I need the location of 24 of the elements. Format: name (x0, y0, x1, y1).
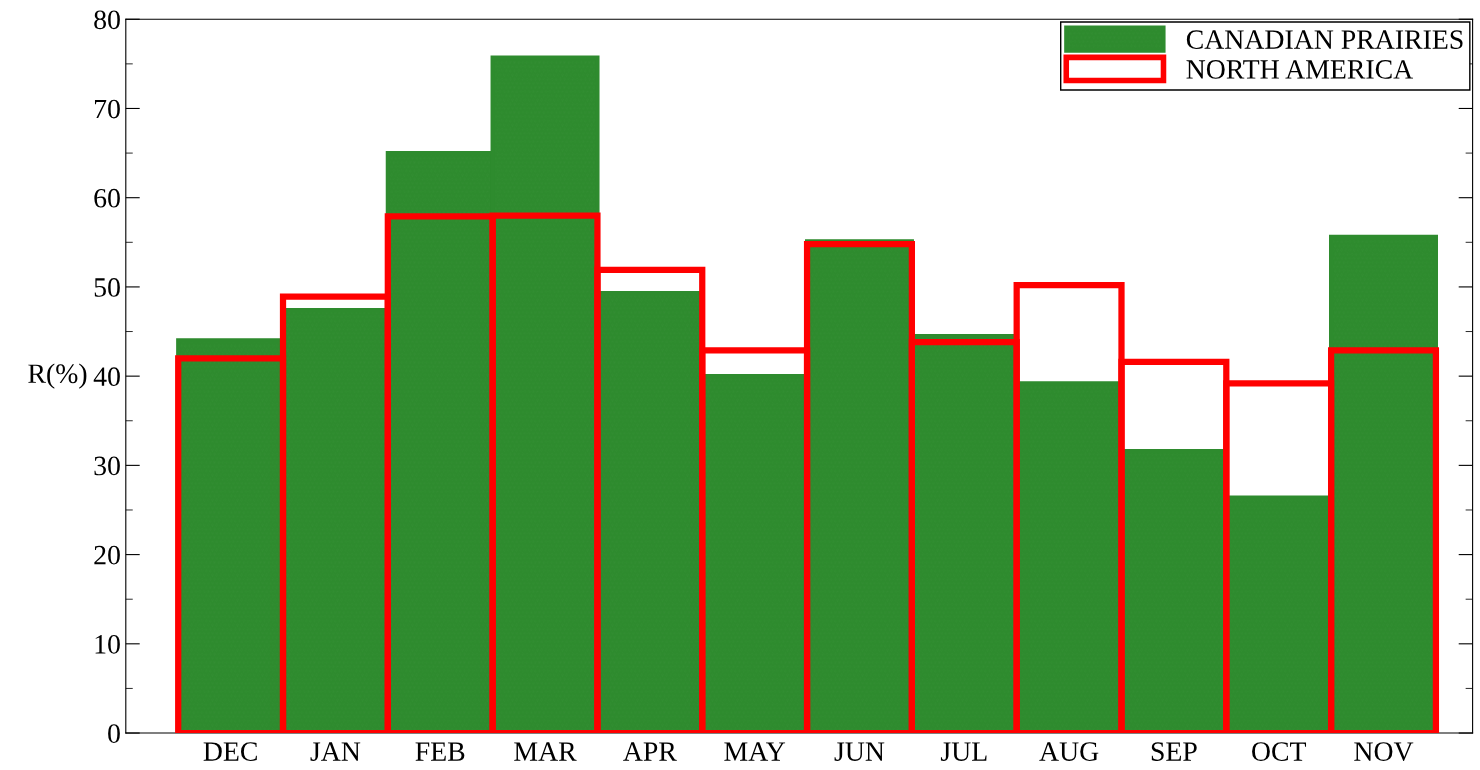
x-tick-label: SEP (1151, 742, 1197, 761)
x-tick-label: OCT (1252, 742, 1307, 761)
y-tick-label: 30 (94, 456, 120, 476)
y-tick-label: 60 (94, 188, 120, 208)
x-tick-label: FEB (415, 742, 465, 761)
y-tick-label: 20 (94, 545, 120, 565)
legend-label: CANADIAN PRAIRIES (1186, 30, 1463, 49)
y-tick-label: 80 (94, 10, 120, 30)
y-tick-label: 0 (108, 724, 120, 743)
y-tick-label: 10 (95, 634, 120, 654)
x-tick-label: JUL (940, 742, 987, 761)
x-tick-label: APR (623, 742, 677, 761)
x-tick-label: MAR (514, 742, 577, 761)
x-tick-label: NOV (1354, 742, 1414, 762)
y-axis-title: R(%) (28, 363, 87, 389)
x-tick-label: MAY (724, 742, 786, 761)
y-tick-label: 70 (94, 99, 120, 119)
y-tick-label: 50 (94, 278, 120, 297)
legend-label: NORTH AMERICA (1186, 60, 1414, 79)
x-tick-label: JAN (310, 742, 361, 761)
x-tick-label: JUN (834, 742, 885, 761)
x-tick-label: DEC (203, 742, 257, 761)
x-tick-label: AUG (1039, 742, 1099, 761)
y-tick-label: 40 (93, 367, 120, 387)
